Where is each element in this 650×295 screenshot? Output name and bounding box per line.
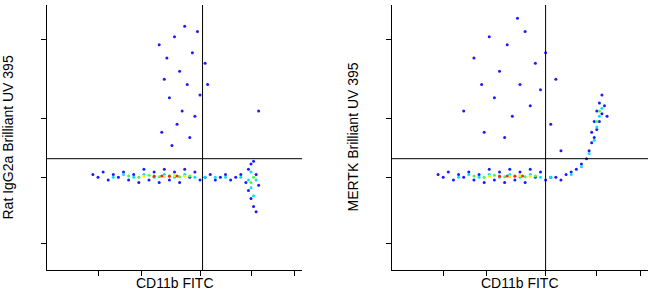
svg-text:MERTK Brilliant UV 395: MERTK Brilliant UV 395 bbox=[345, 62, 361, 211]
svg-text:CD11b FITC: CD11b FITC bbox=[481, 275, 559, 291]
svg-text:CD11b FITC: CD11b FITC bbox=[136, 275, 214, 291]
svg-text:Rat IgG2a Brilliant UV 395: Rat IgG2a Brilliant UV 395 bbox=[0, 55, 16, 219]
